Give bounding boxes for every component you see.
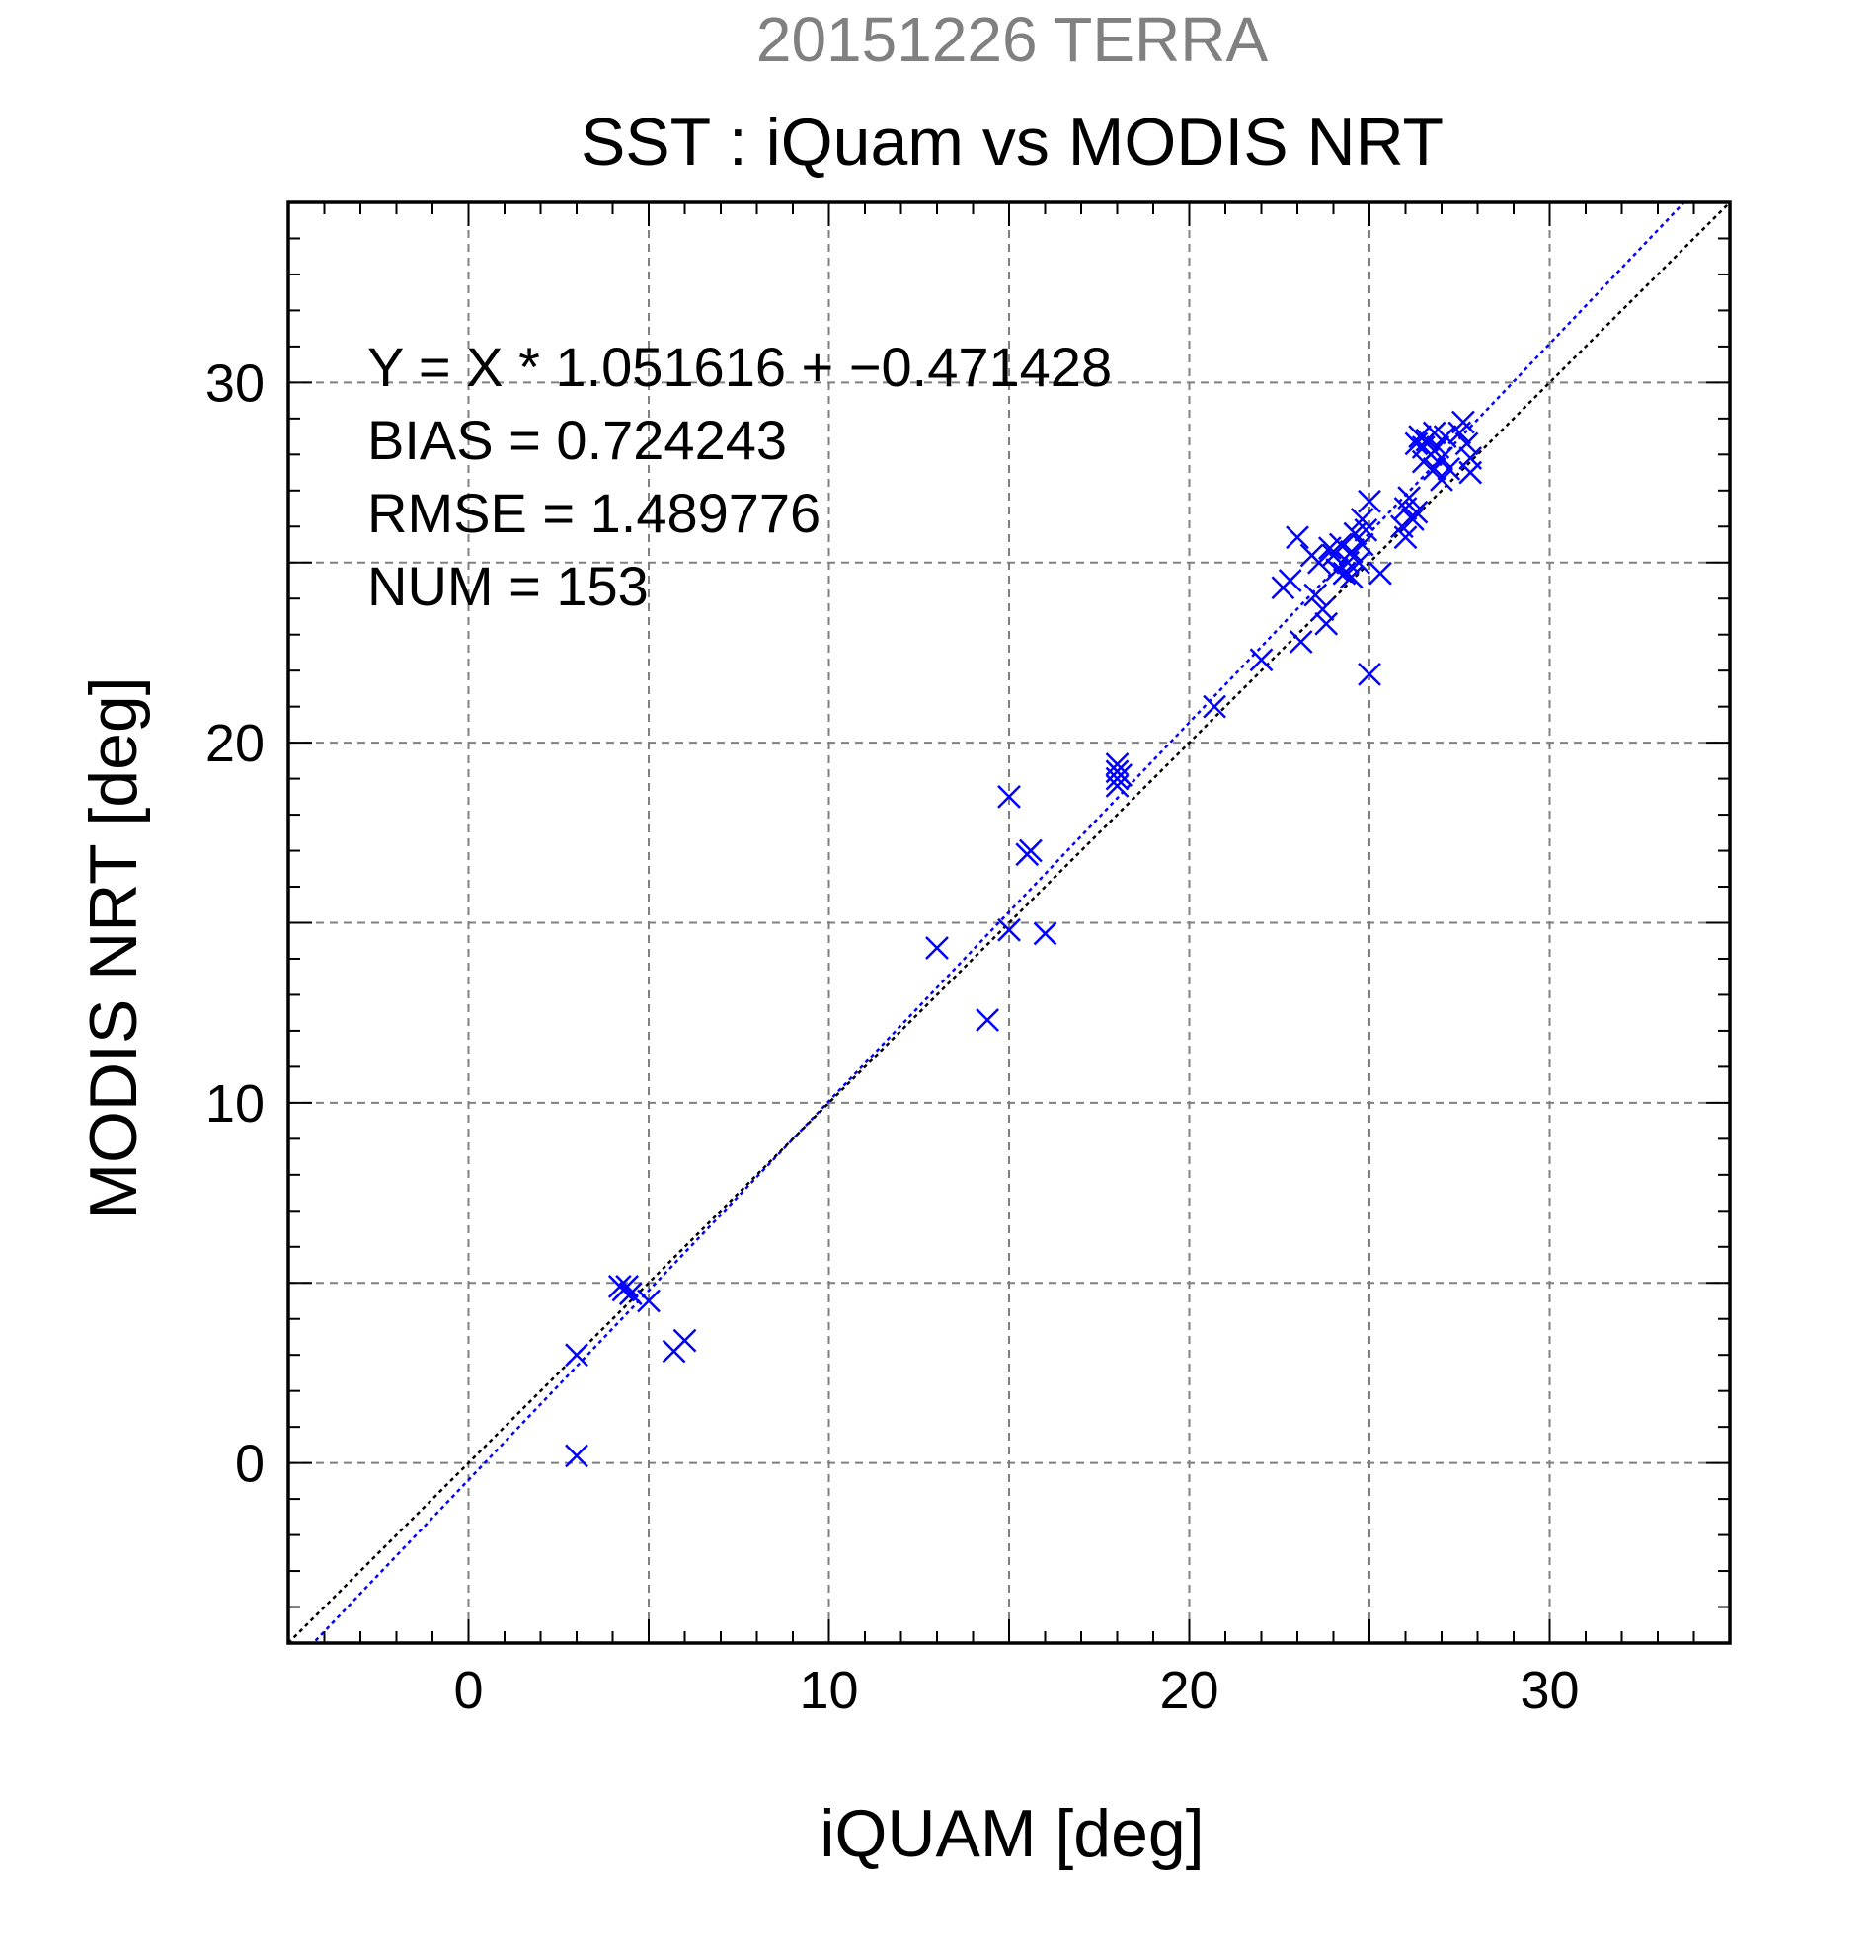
- data-point: [615, 1275, 639, 1298]
- data-point: [1278, 569, 1302, 592]
- data-point: [925, 936, 949, 960]
- data-point: [1109, 763, 1133, 787]
- chart-title: SST : iQuam vs MODIS NRT: [581, 105, 1444, 180]
- data-point: [637, 1289, 661, 1313]
- data-point: [1289, 630, 1313, 654]
- data-point: [997, 784, 1021, 809]
- data-point: [976, 1008, 999, 1032]
- data-point: [1249, 648, 1274, 672]
- data-point: [1033, 921, 1057, 946]
- data-point: [1358, 662, 1381, 686]
- plot-frame: [286, 200, 1732, 1645]
- data-point: [1430, 446, 1453, 470]
- data-point: [1350, 532, 1374, 557]
- reference-lines: [288, 202, 1730, 1643]
- data-point: [997, 917, 1021, 942]
- y-axis-label: MODIS NRT [deg]: [76, 676, 151, 1218]
- data-point: [1286, 525, 1309, 550]
- data-point: [1397, 486, 1422, 510]
- data-point: [565, 1343, 588, 1368]
- data-point: [1307, 550, 1331, 575]
- y-tick-label: 20: [205, 714, 265, 773]
- data-point: [1393, 525, 1418, 550]
- data-point: [1430, 467, 1453, 492]
- data-point: [1458, 460, 1483, 485]
- data-point: [1019, 838, 1043, 863]
- stats-annotation: Y = X * 1.051616 + −0.471428: [367, 336, 1112, 398]
- stats-annotation: RMSE = 1.489776: [367, 482, 821, 544]
- data-point: [1433, 425, 1457, 448]
- data-point: [565, 1444, 588, 1468]
- data-point: [672, 1328, 697, 1353]
- data-point: [1325, 558, 1350, 582]
- data-point: [1454, 431, 1479, 456]
- chart-supertitle: 20151226 TERRA: [756, 4, 1269, 75]
- y-tick-label: 30: [205, 353, 265, 413]
- x-tick-label: 10: [799, 1661, 858, 1720]
- fit-line: [311, 202, 1686, 1643]
- data-point: [1314, 611, 1339, 636]
- data-point: [1437, 457, 1461, 481]
- data-points: [565, 410, 1483, 1468]
- data-point: [1358, 489, 1381, 513]
- data-point: [1339, 565, 1364, 589]
- x-axis-label: iQUAM [deg]: [820, 1796, 1204, 1871]
- stats-annotation: NUM = 153: [367, 555, 649, 617]
- data-point: [1404, 500, 1429, 524]
- plot-area: 0 10 20 30 0 10 20 30 Y = X * 1.051616 + −0.4714…: [205, 200, 1732, 1720]
- stats-annotation: BIAS = 0.724243: [367, 409, 787, 471]
- data-point: [1203, 694, 1226, 719]
- data-point: [1368, 561, 1392, 586]
- data-point: [1303, 583, 1328, 607]
- data-point: [1451, 410, 1475, 434]
- data-point: [1354, 518, 1378, 542]
- data-point: [1400, 508, 1425, 531]
- x-tick-label: 20: [1159, 1661, 1218, 1720]
- x-tick-label: 0: [453, 1661, 483, 1720]
- identity-line: [288, 202, 1730, 1643]
- y-tick-label: 10: [205, 1074, 265, 1134]
- data-point: [618, 1282, 643, 1306]
- data-point: [1310, 597, 1335, 622]
- y-tick-label: 0: [235, 1435, 265, 1494]
- x-tick-label: 30: [1520, 1661, 1579, 1720]
